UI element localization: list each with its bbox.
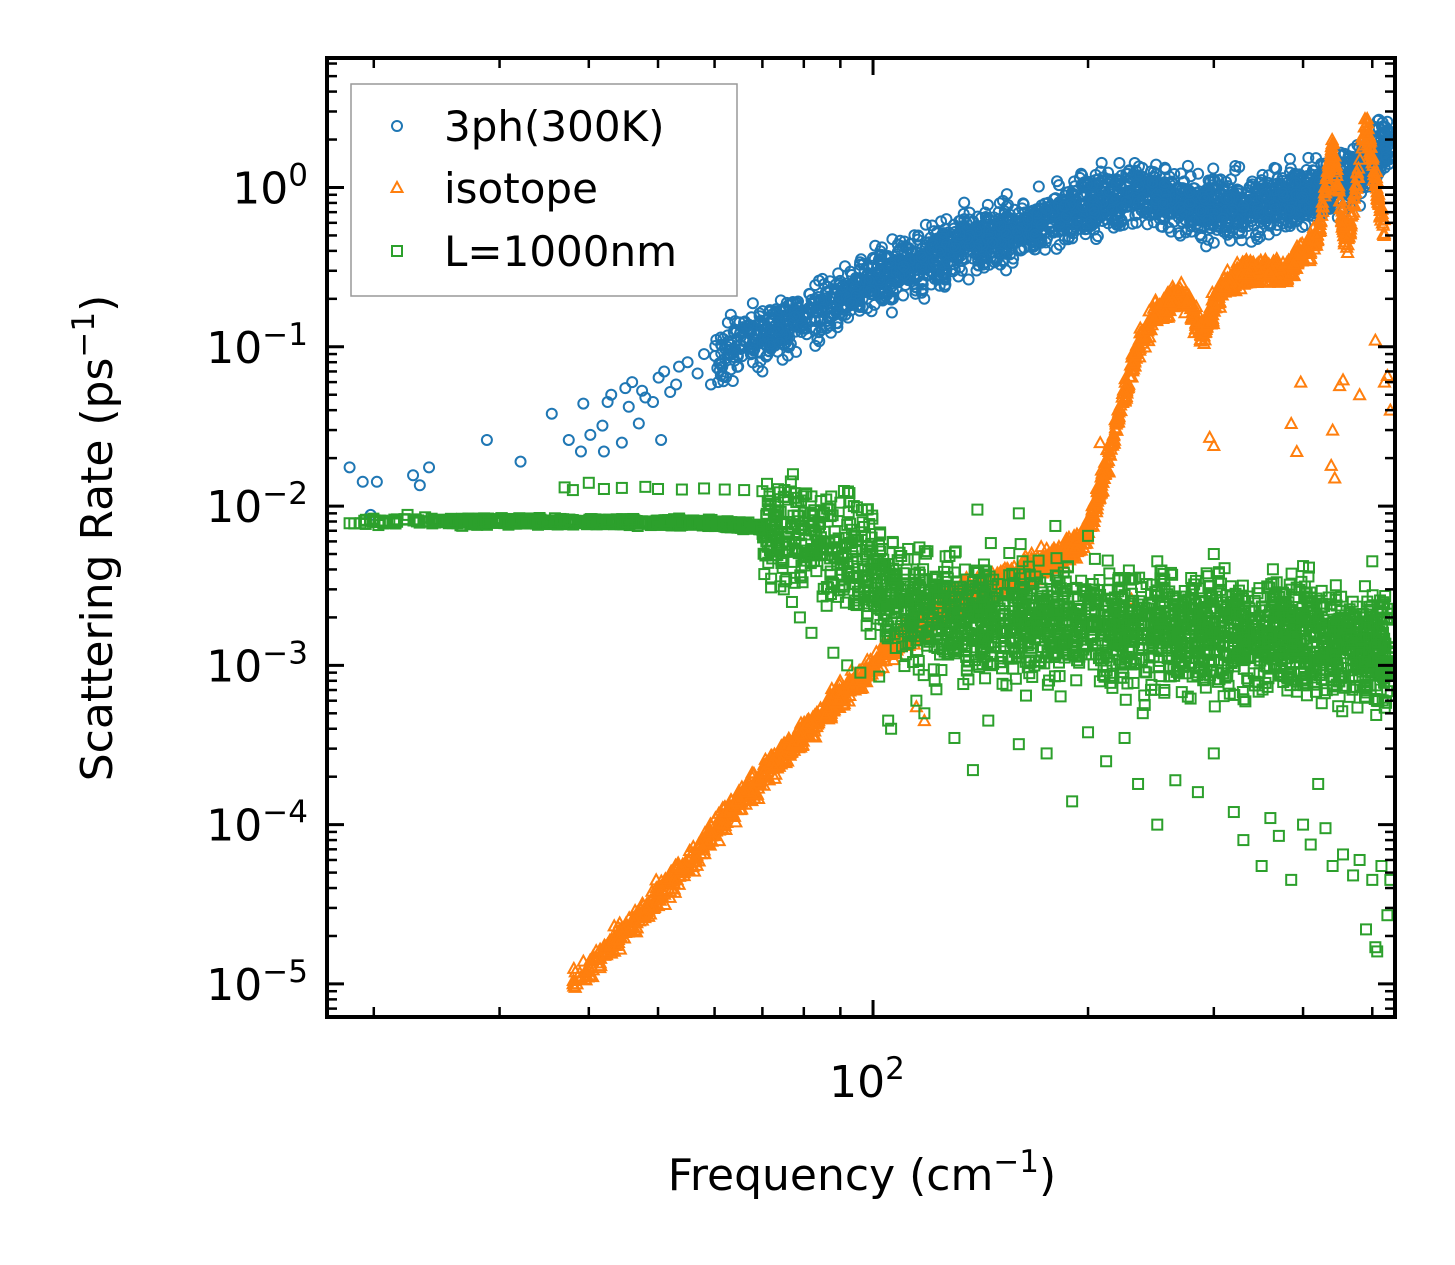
data-point: [1221, 228, 1234, 241]
data-point: [655, 433, 668, 446]
data-point: [622, 400, 635, 413]
data-point: [562, 433, 575, 446]
data-point: [356, 475, 369, 488]
data-point: [962, 273, 975, 286]
data-point: [919, 218, 932, 231]
data-point: [1000, 264, 1013, 277]
data-point: [1254, 176, 1267, 189]
data-point: [918, 292, 931, 305]
data-point: [584, 428, 597, 441]
data-point: [1241, 186, 1254, 199]
data-point: [658, 365, 671, 378]
data-point: [1251, 233, 1264, 246]
data-point: [1296, 220, 1309, 233]
data-point: [842, 311, 855, 324]
data-point: [691, 367, 704, 380]
data-point: [1246, 175, 1259, 188]
data-point: [816, 272, 829, 285]
data-point: [721, 316, 734, 329]
data-point: [626, 376, 639, 389]
data-point: [981, 198, 994, 211]
data-point: [632, 417, 645, 430]
data-point: [809, 279, 822, 292]
data-point: [514, 455, 527, 468]
data-point: [1032, 180, 1045, 193]
data-point: [778, 304, 791, 317]
data-point: [1184, 170, 1197, 183]
data-point: [681, 356, 694, 369]
data-point: [1181, 159, 1194, 172]
data-point: [577, 397, 590, 410]
data-point: [1095, 156, 1108, 169]
data-point: [761, 349, 774, 362]
data-point: [545, 407, 558, 420]
data-point: [596, 419, 609, 432]
data-point: [1141, 218, 1154, 231]
data-point: [1033, 539, 1049, 553]
data-point: [1051, 175, 1064, 188]
data-point: [574, 445, 587, 458]
data-point: [370, 475, 383, 488]
data-point: [869, 239, 882, 252]
data-marks: [343, 111, 1395, 993]
data-point: [988, 256, 1001, 269]
data-point: [615, 436, 628, 449]
data-point: [1283, 152, 1296, 165]
data-point: [407, 469, 420, 482]
data-point: [413, 479, 426, 492]
data-point: [1113, 156, 1126, 169]
data-point: [885, 306, 898, 319]
data-point: [597, 445, 610, 458]
data-point: [1271, 218, 1284, 231]
data-point: [938, 280, 951, 293]
data-point: [953, 261, 966, 274]
data-point: [698, 348, 711, 361]
data-point: [1207, 162, 1220, 175]
data-point: [670, 378, 683, 391]
data-point: [423, 461, 436, 474]
data-point: [1302, 151, 1315, 164]
data-point: [343, 461, 356, 474]
data-point: [909, 287, 922, 300]
data-point: [480, 433, 493, 446]
data-point: [724, 308, 737, 321]
data-point: [958, 196, 971, 209]
data-point: [746, 297, 759, 310]
data-point: [652, 371, 665, 384]
data-point: [1192, 167, 1205, 180]
